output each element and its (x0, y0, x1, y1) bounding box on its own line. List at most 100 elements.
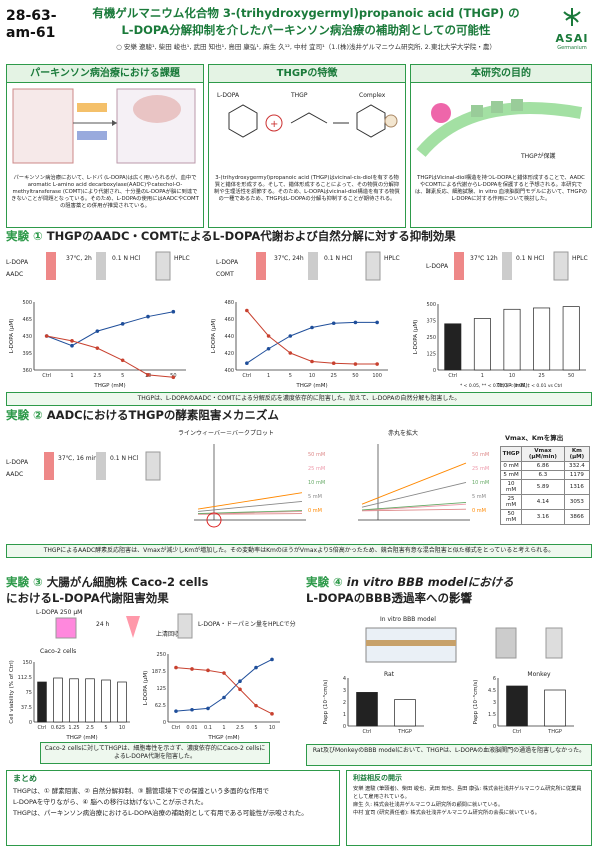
germanium-icon (563, 8, 581, 26)
panel-parkinson-title: パーキンソン病治療における課題 (7, 65, 203, 83)
table-cell: 332.4 (563, 461, 591, 471)
chart-title: Rat (384, 671, 395, 678)
chart-caco2-line: 0 62.5 125 187.5 250 THGP (mM) L-DOPA (μM) Ctrl… (143, 652, 280, 740)
data-point (70, 339, 74, 343)
x-tick-label: Ctrl (38, 725, 47, 731)
table-row: 5 mM 6.3 1179 (499, 470, 591, 480)
data-point (353, 320, 358, 325)
table-cell: 5.89 (521, 479, 565, 495)
exp3-result: Caco-2 cellsに対してTHGPは、細胞毒性を示さず、濃度依存的にCac… (40, 742, 270, 764)
lb-line (361, 481, 467, 508)
data-point (266, 334, 271, 338)
y-tick-label: 500 (426, 302, 436, 308)
y-tick-label: 187.5 (152, 669, 166, 675)
x-tick-label: 2.5 (236, 725, 244, 731)
data-point (353, 362, 358, 366)
x-tick-label: 10 (509, 373, 515, 379)
svg-text:HPLC: HPLC (384, 255, 400, 262)
data-point (270, 712, 274, 716)
data-point (171, 375, 176, 380)
legend-label: 5 mM (308, 494, 322, 500)
y-tick-label: 460 (224, 317, 234, 323)
x-tick-label: 25 (538, 373, 544, 379)
coi-line-2: 麻生 久: 株式会社浅井ゲルマニウム研究所の顧問に就いている。 (353, 802, 504, 808)
exp3-title-2: におけるL-DOPA代謝阻害効果 (6, 591, 169, 605)
y-tick-label: 112.5 (18, 675, 32, 681)
x-tick-label: Ctrl (448, 373, 457, 379)
panel-thgp-text: 3-(trihydroxygermyl)propanoic acid (THGP… (214, 175, 400, 202)
lb-line (361, 508, 467, 512)
y-tick-label: 3 (343, 688, 346, 694)
chart-monkey-bar: 0 1.5 3 4.5 6 Papp (10⁻⁶cm/s) Monkey Ctrl THGP (472, 671, 574, 735)
x-tick-label: 25 (331, 373, 337, 379)
x-tick-label: Ctrl (513, 729, 522, 735)
data-point (310, 325, 314, 330)
table-cell: 3866 (563, 509, 591, 525)
data-point (222, 695, 226, 700)
bar (101, 679, 111, 723)
y-tick-label: 62.5 (155, 703, 166, 709)
exp3-title-1: 大腸がん細胞株 Caco-2 cells (46, 575, 209, 589)
y-tick-label: 0 (29, 720, 32, 726)
x-tick-label: 2.5 (93, 373, 101, 379)
svg-text:37℃ 12h: 37℃ 12h (470, 255, 498, 262)
data-point (146, 314, 150, 319)
bar (506, 685, 528, 727)
y-tick-label: 360 (22, 368, 32, 374)
panel-purpose-text: THGPはVicinal-diol構造を持つL-DOPAと錯体形成することで、A… (415, 175, 587, 202)
y-axis-label: L-DOPA (μM) (413, 320, 419, 355)
panel-thgp-title: THGPの特徴 (209, 65, 405, 83)
svg-text:+: + (270, 119, 278, 130)
coi-title: 利益相反の開示 (353, 774, 402, 782)
panel-parkinson-text: パーキンソン病治療において、L-ドパ (L-DOPA)は広く用いられるが、血中で… (11, 175, 199, 209)
table-cell: 1316 (563, 479, 591, 495)
y-axis-label: Cell viability (% of Ctrl) (9, 660, 15, 724)
exp1-procedure-diagram: L-DOPA AADC 37℃, 2h 0.1 N HCl HPLC L-DOPA… (6, 251, 588, 281)
table-row: 0 mM 6.86 332.4 (499, 461, 591, 471)
x-tick-label: 10 (119, 725, 125, 731)
data-point (222, 671, 226, 675)
data-point (254, 665, 258, 670)
y-axis-label: Papp (10⁻⁶cm/s) (322, 680, 329, 725)
y-tick-label: 150 (22, 660, 32, 666)
bar (85, 678, 95, 723)
panel-thgp: THGPの特徴 L-DOPA THGP Complex + 3-(trihydr… (208, 64, 406, 228)
logo-text: ASAI (555, 32, 589, 45)
data-point (245, 361, 249, 365)
x-axis-label: THGP (mM) (65, 735, 97, 740)
chart-comt-line: 400 420 440 460 480 THGP (mM) L-DOPA (μM) Ctrl 1… (211, 300, 388, 388)
lb-line (361, 462, 467, 505)
y-tick-label: 125 (156, 686, 166, 692)
data-point (174, 709, 178, 713)
bar (37, 681, 47, 723)
exp2-procedure-diagram: L-DOPA AADC 37℃, 16 min 0.1 N HCl (6, 451, 161, 481)
legend-label: 25 mM (472, 466, 489, 472)
x-tick-label: 5 (289, 373, 292, 379)
data-point (375, 320, 379, 325)
x-tick-label: 100 (372, 373, 382, 379)
complex-label: Complex (359, 92, 386, 99)
data-point (95, 329, 100, 333)
bar (473, 318, 491, 371)
exp1-title: THGPのAADC・COMTによるL-DOPA代謝および自然分解に対する抑制効果 (46, 229, 456, 243)
svg-text:0.1 N HCl: 0.1 N HCl (110, 455, 139, 462)
protection-tag: THGPが保護 (520, 152, 555, 160)
svg-text:AADC: AADC (6, 471, 23, 478)
y-tick-label: 400 (224, 368, 234, 374)
exp3-step4: 上清回収 (156, 630, 180, 638)
table-cell: 6.3 (521, 470, 565, 480)
svg-text:AADC: AADC (6, 271, 23, 278)
zoomed-plot: 50 mM 25 mM 10 mM 5 mM 0 mM (358, 444, 489, 521)
data-point (254, 703, 258, 708)
exp3-procedure-diagram: L-DOPA 250 μM 24 h 上清回収 L-DOPA・ドーパミン量をHP… (36, 609, 296, 639)
x-tick-label: Ctrl (42, 373, 51, 379)
poster-code: 28-63- am-61 (6, 8, 57, 41)
chart-cell-viability: 0 37.5 75 112.5 150 THGP (mM) Cell viability (… (9, 660, 130, 740)
bar (69, 678, 79, 723)
exp2-number: 実験 ② (6, 408, 43, 422)
x-tick-label: 50 (568, 373, 574, 379)
table-cell: 10 mM (499, 479, 523, 495)
lb-line (197, 492, 303, 510)
x-tick-label: 1 (222, 725, 225, 731)
x-tick-label: 5 (254, 725, 257, 731)
